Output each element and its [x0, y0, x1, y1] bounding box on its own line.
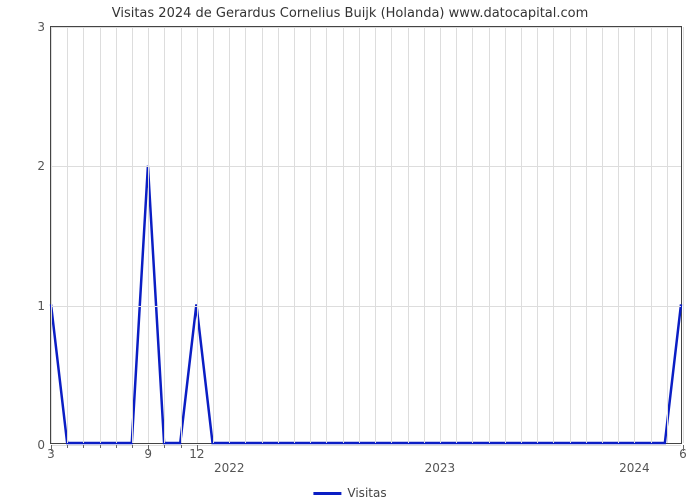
x-tick-mark	[197, 445, 198, 451]
grid-line-v	[326, 27, 327, 443]
grid-line-v	[602, 27, 603, 443]
grid-line-v	[618, 27, 619, 443]
grid-line-v	[634, 27, 635, 443]
x-year-label: 2024	[619, 443, 650, 475]
grid-line-v	[586, 27, 587, 443]
x-minor-tick-mark	[83, 445, 84, 448]
grid-line-v	[456, 27, 457, 443]
grid-line-v	[132, 27, 133, 443]
grid-line-v	[164, 27, 165, 443]
x-minor-tick-mark	[181, 445, 182, 448]
chart-container: Visitas 2024 de Gerardus Cornelius Buijk…	[0, 0, 700, 500]
legend-label: Visitas	[347, 486, 386, 500]
x-minor-tick-mark	[67, 445, 68, 448]
chart-title: Visitas 2024 de Gerardus Cornelius Buijk…	[0, 0, 700, 21]
grid-line-v	[440, 27, 441, 443]
grid-line-v	[278, 27, 279, 443]
grid-line-v	[148, 27, 149, 443]
grid-line-v	[505, 27, 506, 443]
grid-line-v	[391, 27, 392, 443]
x-year-label: 2023	[425, 443, 456, 475]
grid-line-v	[294, 27, 295, 443]
y-tick-label: 1	[37, 299, 51, 313]
grid-line-v	[472, 27, 473, 443]
grid-line-v	[424, 27, 425, 443]
grid-line-v	[116, 27, 117, 443]
grid-line-v	[343, 27, 344, 443]
x-minor-tick-mark	[100, 445, 101, 448]
grid-line-v	[521, 27, 522, 443]
grid-line-v	[310, 27, 311, 443]
x-minor-tick-mark	[116, 445, 117, 448]
plot-area: 012339126202220232024	[50, 26, 682, 444]
x-tick-mark	[148, 445, 149, 451]
grid-line-v	[197, 27, 198, 443]
grid-line-v	[359, 27, 360, 443]
grid-line-v	[262, 27, 263, 443]
x-year-label: 2022	[214, 443, 245, 475]
legend-swatch	[313, 492, 341, 495]
y-tick-label: 2	[37, 159, 51, 173]
grid-line-v	[489, 27, 490, 443]
grid-line-v	[229, 27, 230, 443]
legend: Visitas	[313, 486, 386, 500]
grid-line-v	[245, 27, 246, 443]
grid-line-v	[553, 27, 554, 443]
grid-line-v	[181, 27, 182, 443]
grid-line-v	[83, 27, 84, 443]
grid-line-v	[537, 27, 538, 443]
x-tick-mark	[683, 445, 684, 451]
grid-line-v	[375, 27, 376, 443]
grid-line-v	[213, 27, 214, 443]
grid-line-v	[51, 27, 52, 443]
grid-line-v	[667, 27, 668, 443]
x-minor-tick-mark	[164, 445, 165, 448]
grid-line-v	[67, 27, 68, 443]
x-tick-mark	[51, 445, 52, 451]
y-tick-label: 3	[37, 20, 51, 34]
grid-line-v	[570, 27, 571, 443]
grid-line-v	[683, 27, 684, 443]
x-minor-tick-mark	[132, 445, 133, 448]
grid-line-v	[100, 27, 101, 443]
grid-line-v	[408, 27, 409, 443]
grid-line-v	[651, 27, 652, 443]
